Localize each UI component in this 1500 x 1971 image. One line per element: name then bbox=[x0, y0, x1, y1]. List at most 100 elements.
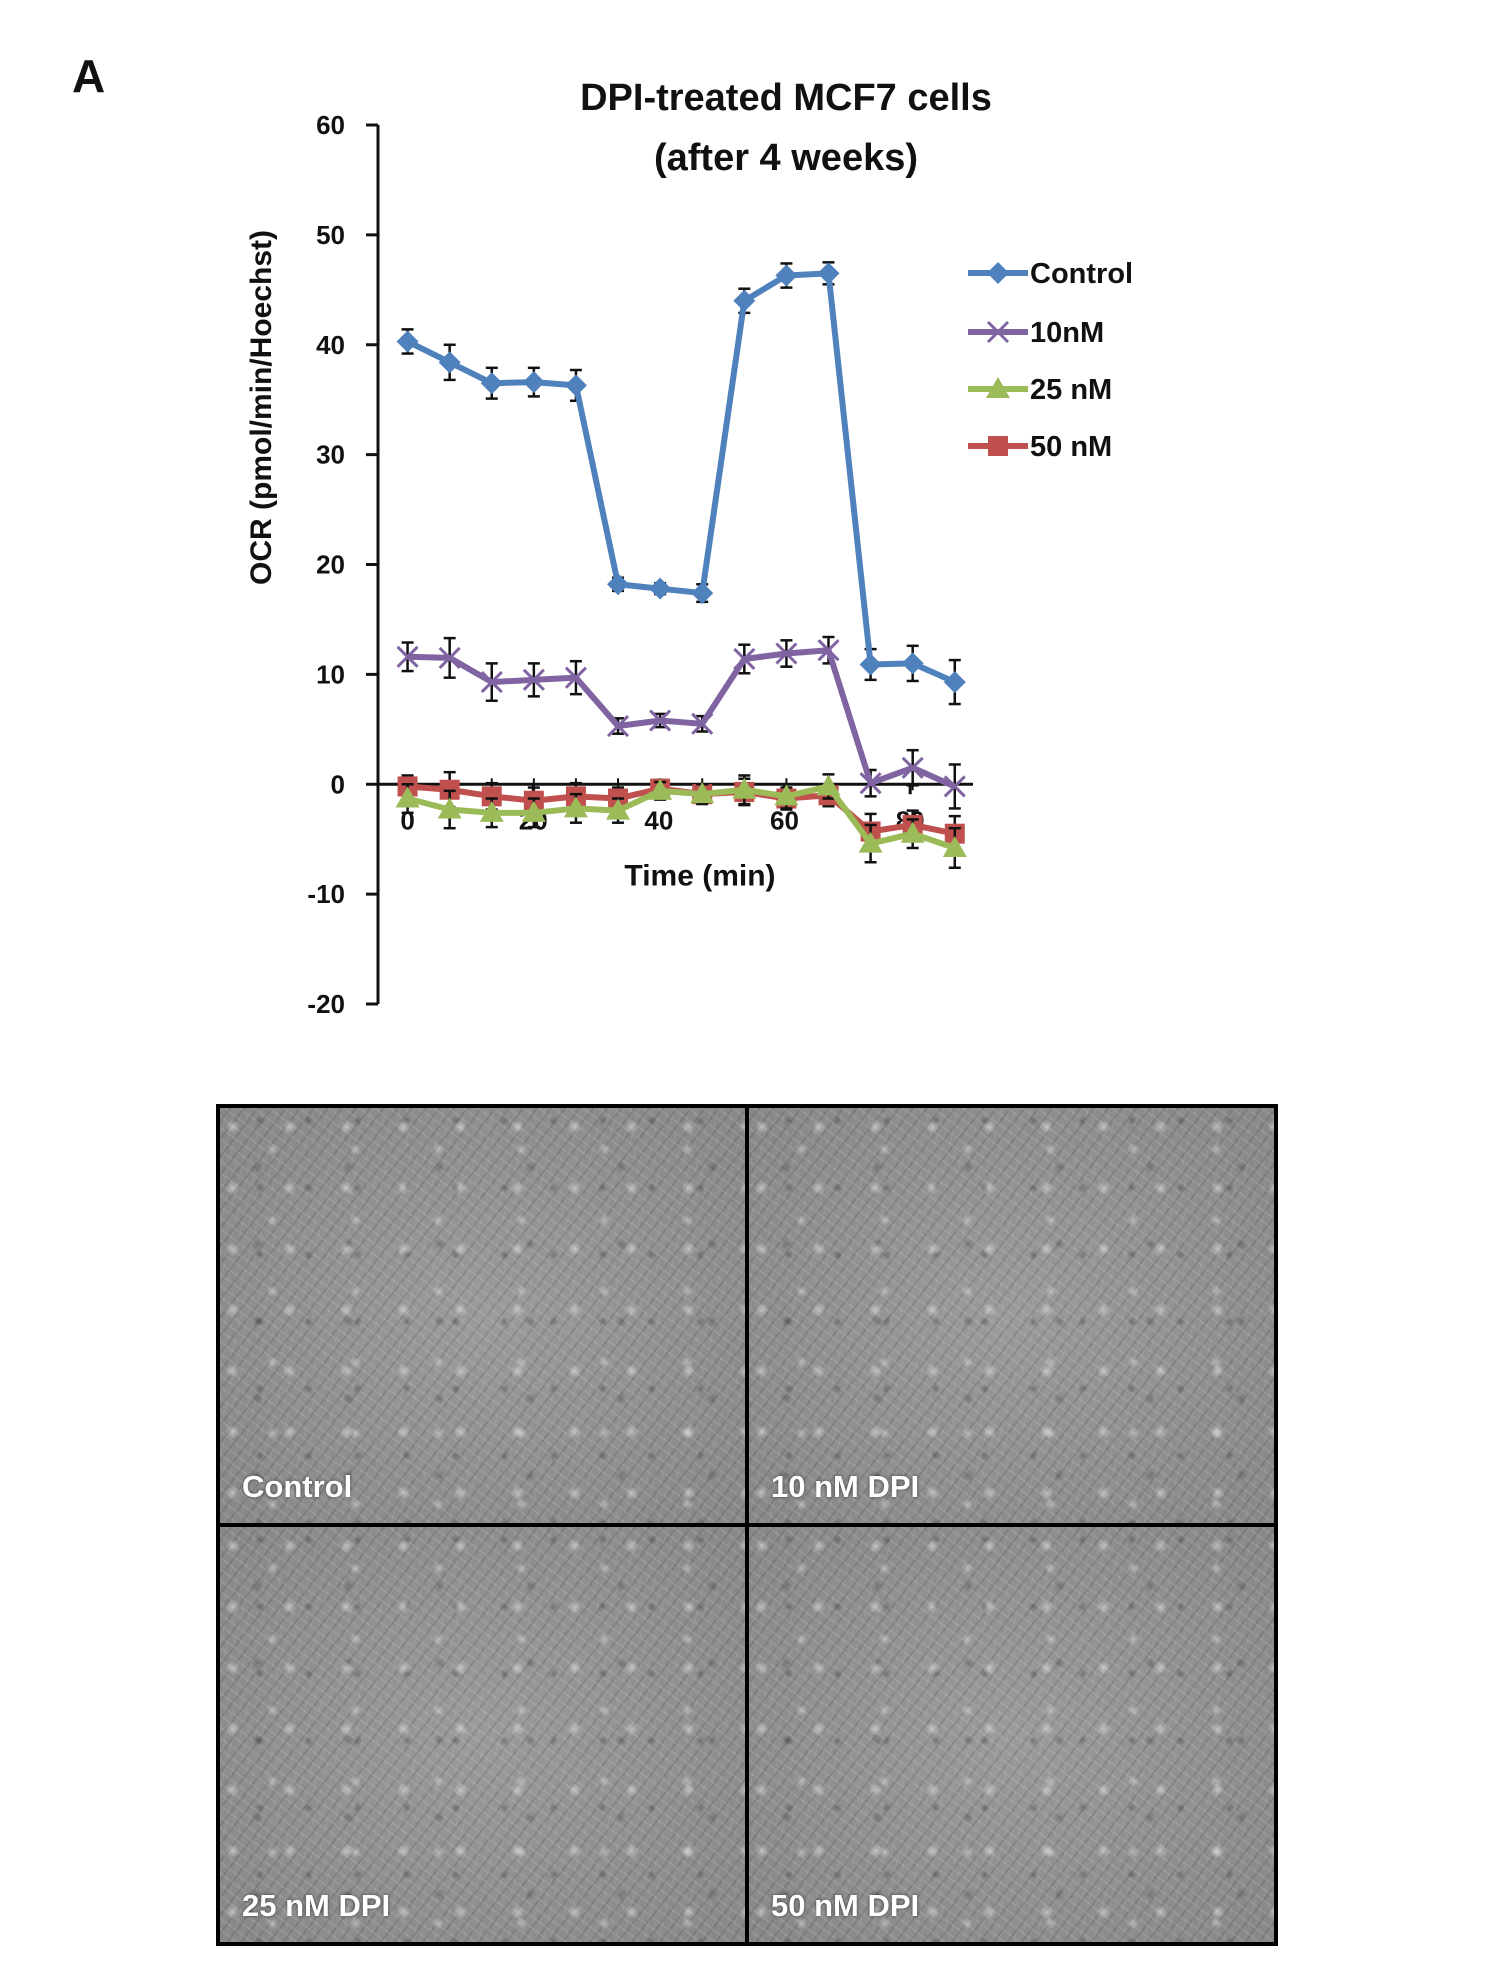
chart-title-line-1: DPI-treated MCF7 cells bbox=[580, 77, 992, 119]
micrograph-grid: Control 10 nM DPI 25 nM DPI 50 nM DPI bbox=[216, 1104, 1278, 1946]
data-point bbox=[690, 782, 715, 804]
data-point bbox=[733, 289, 756, 312]
data-point bbox=[901, 756, 924, 779]
legend-item: 50 nM bbox=[968, 431, 1112, 463]
marker-stroke bbox=[396, 645, 419, 668]
data-point bbox=[396, 645, 419, 668]
data-point bbox=[606, 798, 631, 820]
x-axis-title: Time (min) bbox=[624, 859, 775, 892]
data-point bbox=[563, 796, 588, 818]
data-point bbox=[775, 642, 798, 665]
axes: -20-100102030405060020406080Time (min)OC… bbox=[245, 110, 973, 1019]
data-point bbox=[943, 775, 966, 798]
series-layer bbox=[395, 261, 967, 870]
micrograph-50nm-dpi: 50 nM DPI bbox=[749, 1527, 1274, 1942]
marker-stroke bbox=[691, 712, 714, 735]
legend-item: 25 nM bbox=[968, 374, 1112, 406]
legend-label: 25 nM bbox=[1030, 374, 1112, 406]
marker-stroke bbox=[943, 775, 966, 798]
data-point bbox=[858, 831, 883, 853]
data-point bbox=[564, 374, 587, 397]
series-line bbox=[406, 783, 956, 851]
data-point bbox=[480, 671, 503, 694]
data-point bbox=[649, 709, 672, 732]
series-control bbox=[396, 261, 966, 706]
y-tick-label: 60 bbox=[316, 110, 345, 140]
data-point bbox=[396, 330, 419, 353]
marker-stroke bbox=[986, 320, 1010, 344]
y-tick-label: -20 bbox=[307, 989, 345, 1019]
panel-b-letter: B bbox=[78, 1083, 111, 1090]
legend-label: 10nM bbox=[1030, 317, 1104, 349]
data-point bbox=[479, 800, 504, 822]
data-point bbox=[522, 668, 545, 691]
data-point bbox=[480, 372, 503, 395]
legend-label: 50 nM bbox=[1030, 431, 1112, 463]
data-point bbox=[733, 647, 756, 671]
micrograph-label-25nm-dpi: 25 nM DPI bbox=[242, 1888, 391, 1923]
data-point bbox=[437, 797, 462, 819]
series-line bbox=[407, 647, 956, 790]
data-point bbox=[522, 371, 545, 394]
y-tick-label: 50 bbox=[316, 220, 345, 250]
data-point bbox=[438, 351, 461, 374]
y-tick-label: -10 bbox=[307, 879, 345, 909]
data-point bbox=[942, 835, 967, 857]
data-point bbox=[564, 666, 587, 689]
series-10nm bbox=[396, 635, 966, 810]
marker-stroke bbox=[859, 772, 882, 795]
marker-stroke bbox=[480, 671, 503, 694]
data-point bbox=[859, 653, 882, 676]
legend: Control 10nM 25 nM 50 nM bbox=[968, 258, 1133, 463]
legend-swatch-marker bbox=[987, 262, 1009, 284]
marker-stroke bbox=[775, 642, 798, 665]
data-point bbox=[521, 800, 546, 822]
marker-stroke bbox=[438, 646, 461, 669]
legend-swatch-marker bbox=[986, 320, 1010, 344]
ocr-line-chart: A B DPI-treated MCF7 cells (after 4 week… bbox=[72, 50, 1133, 1090]
micrograph-label-control: Control bbox=[242, 1469, 353, 1504]
data-point bbox=[395, 786, 420, 808]
micrograph-label-50nm-dpi: 50 nM DPI bbox=[771, 1888, 920, 1923]
legend-swatch-marker bbox=[988, 436, 1008, 456]
data-point bbox=[775, 264, 798, 287]
data-point bbox=[691, 582, 714, 605]
marker-stroke bbox=[901, 756, 924, 779]
series-25nm bbox=[395, 773, 967, 870]
y-tick-label: 10 bbox=[316, 659, 345, 689]
marker-stroke bbox=[522, 668, 545, 691]
micrograph-label-10nm-dpi: 10 nM DPI bbox=[771, 1469, 920, 1504]
marker-stroke bbox=[733, 647, 756, 671]
chart-title-line-2: (after 4 weeks) bbox=[654, 137, 918, 179]
data-point bbox=[606, 714, 630, 738]
marker-stroke bbox=[817, 639, 840, 662]
data-point bbox=[943, 671, 966, 694]
micrograph-25nm-dpi: 25 nM DPI bbox=[220, 1527, 745, 1942]
x-tick-label: 40 bbox=[644, 805, 673, 835]
data-point bbox=[900, 821, 925, 843]
y-tick-label: 20 bbox=[316, 550, 345, 580]
data-point bbox=[774, 784, 799, 806]
data-point bbox=[691, 712, 714, 735]
data-point bbox=[649, 577, 672, 600]
data-point bbox=[481, 786, 502, 807]
y-tick-label: 30 bbox=[316, 440, 345, 470]
legend-item: Control bbox=[968, 258, 1133, 290]
micrograph-10nm-dpi: 10 nM DPI bbox=[749, 1108, 1274, 1523]
data-point bbox=[817, 639, 840, 662]
data-point bbox=[817, 262, 840, 285]
data-point bbox=[816, 774, 841, 796]
data-point bbox=[438, 646, 461, 669]
series-line bbox=[406, 270, 956, 685]
y-tick-label: 40 bbox=[316, 330, 345, 360]
data-point bbox=[901, 652, 924, 675]
micrograph-control: Control bbox=[220, 1108, 745, 1523]
data-point bbox=[732, 777, 757, 799]
y-axis-title: OCR (pmol/min/Hoechst) bbox=[245, 230, 278, 585]
legend-item: 10nM bbox=[968, 317, 1104, 349]
marker-stroke bbox=[606, 714, 630, 738]
data-point bbox=[607, 573, 630, 596]
y-tick-label: 0 bbox=[331, 769, 345, 799]
marker-stroke bbox=[564, 666, 587, 689]
legend-label: Control bbox=[1030, 258, 1133, 290]
